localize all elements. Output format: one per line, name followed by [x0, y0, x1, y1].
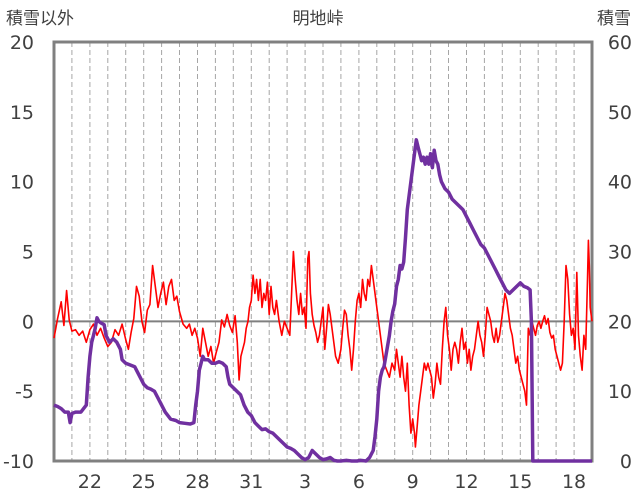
left-tick-label: 10 [10, 172, 34, 194]
x-tick-label: 6 [353, 471, 365, 493]
right-y-axis: 60 50 40 30 20 10 0 [608, 32, 632, 473]
x-tick-label: 15 [508, 471, 532, 493]
x-tick-label: 12 [454, 471, 478, 493]
right-tick-label: 20 [608, 311, 632, 333]
left-axis-label: 積雪以外 [6, 9, 74, 29]
right-axis-label: 積雪 [597, 9, 631, 29]
series-purple-line [53, 138, 592, 463]
right-tick-label: 50 [608, 102, 632, 124]
x-tick-label: 31 [239, 471, 263, 493]
chart-title: 明地峠 [293, 9, 344, 29]
left-tick-label: 20 [10, 32, 34, 54]
right-tick-label: 0 [620, 451, 632, 473]
x-tick-label: 28 [185, 471, 209, 493]
left-tick-label: -5 [15, 381, 34, 403]
x-axis: 22 25 28 31 3 6 9 12 15 18 [78, 471, 586, 493]
x-tick-label: 18 [562, 471, 586, 493]
x-tick-label: 9 [407, 471, 419, 493]
right-tick-label: 40 [608, 172, 632, 194]
right-tick-label: 60 [608, 32, 632, 54]
left-tick-label: 0 [22, 311, 34, 333]
vertical-gridlines [71, 42, 575, 461]
series-red-line [53, 239, 593, 448]
x-tick-label: 22 [78, 471, 102, 493]
x-tick-label: 25 [132, 471, 156, 493]
x-tick-label: 3 [299, 471, 311, 493]
left-y-axis: 20 15 10 5 0 -5 -10 [3, 32, 34, 473]
left-tick-label: 15 [10, 102, 34, 124]
right-tick-label: 30 [608, 242, 632, 264]
left-tick-label: -10 [3, 451, 34, 473]
left-tick-label: 5 [22, 242, 34, 264]
right-tick-label: 10 [608, 381, 632, 403]
